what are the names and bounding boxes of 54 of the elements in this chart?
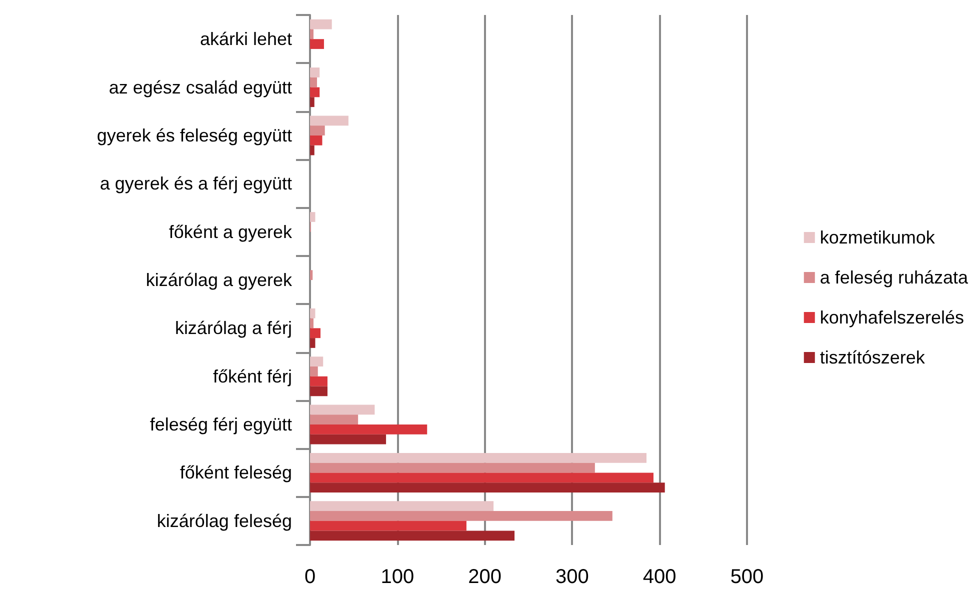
legend-label: konyhafelszerelés	[820, 308, 964, 328]
y-tick-label: főként a gyerek	[168, 222, 293, 242]
bar	[310, 482, 665, 492]
x-tick-label: 0	[304, 566, 316, 588]
bar	[310, 386, 328, 396]
bar	[310, 29, 314, 40]
x-tick-label: 300	[556, 566, 589, 588]
y-tick-label: akárki lehet	[200, 29, 292, 50]
bar	[310, 452, 646, 463]
bar	[310, 338, 316, 348]
bar	[310, 308, 316, 318]
y-tick-label: az egész család együtt	[108, 77, 292, 98]
legend-label: a feleség ruházata	[820, 268, 969, 288]
y-tick-label: kizárólag feleség	[156, 510, 292, 531]
bar	[310, 434, 386, 444]
y-tick-label: gyerek és feleség együtt	[96, 125, 292, 146]
x-tick-label: 100	[380, 566, 414, 588]
bar	[310, 212, 316, 222]
bar	[310, 366, 318, 376]
bar	[310, 328, 320, 338]
bar	[310, 472, 654, 483]
bar	[310, 356, 324, 366]
x-tick-label: 400	[642, 566, 676, 588]
y-tick-label: kizárólag a gyerek	[146, 270, 293, 290]
bar	[310, 126, 325, 136]
bar	[310, 424, 428, 434]
bar	[310, 68, 320, 78]
x-tick-label: 500	[730, 566, 764, 588]
bar	[310, 135, 322, 146]
y-tick-label: főként feleség	[180, 462, 292, 483]
legend-label: kozmetikumok	[820, 228, 936, 248]
bar	[310, 87, 320, 98]
bar	[310, 116, 348, 126]
bar	[310, 39, 324, 49]
y-tick-label: főként férj	[212, 366, 292, 386]
bar	[310, 376, 328, 386]
bar	[310, 414, 358, 425]
bar	[310, 97, 314, 108]
bar	[310, 501, 494, 512]
bar	[310, 404, 375, 415]
bar	[310, 77, 317, 88]
bar	[310, 462, 595, 473]
bar	[310, 318, 314, 328]
bar	[310, 511, 612, 521]
bar	[310, 145, 314, 156]
y-tick-label: feleség férj együtt	[150, 414, 292, 435]
bar	[310, 19, 332, 30]
legend-label: tisztítószerek	[820, 348, 926, 368]
y-tick-label: kizárólag a férj	[174, 318, 292, 338]
bar	[310, 270, 313, 280]
bar	[310, 530, 515, 541]
x-tick-label: 200	[468, 566, 502, 588]
bar	[310, 520, 466, 531]
y-tick-label: a gyerek és a férj együtt	[100, 174, 292, 194]
